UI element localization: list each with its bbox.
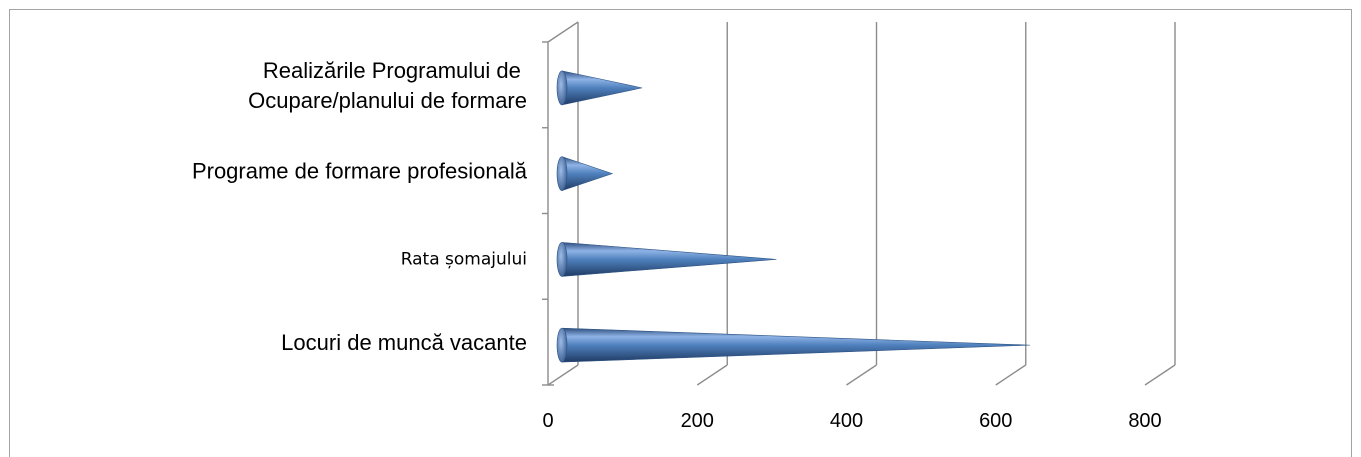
wall-edge: [547, 21, 579, 43]
floor-gridline: [547, 364, 579, 386]
category-label: Realizările Programului de Ocupare/planu…: [248, 58, 527, 113]
category-label: Rata șomajului: [401, 249, 527, 269]
cone-body: [561, 70, 643, 106]
cone-body: [561, 156, 614, 192]
cone-bar: [556, 70, 643, 106]
category-label: Programe de formare profesională: [192, 159, 528, 184]
cone-base: [556, 327, 568, 363]
category-label: Locuri de muncă vacante: [281, 330, 527, 355]
cone-bar: [556, 327, 1031, 363]
floor-gridline: [696, 364, 728, 386]
floor-gridline: [995, 364, 1027, 386]
labels-layer: 0 200 400 600 800 Locuri de muncă vacante Rata…: [192, 58, 1162, 432]
category-label-line: Rata șomajului: [401, 249, 527, 269]
chart-frame: [9, 9, 1352, 457]
cone-base: [556, 242, 568, 277]
x-tick-label: 0: [542, 410, 553, 432]
floor-gridline: [846, 364, 877, 386]
x-tick-label: 600: [979, 410, 1012, 432]
cone-bar: [556, 242, 777, 277]
category-label-line: Realizările Programului de: [263, 58, 527, 83]
x-tick-label: 400: [830, 410, 863, 432]
floor-gridline: [1144, 364, 1176, 386]
category-label-line: Programe de formare profesională: [192, 159, 528, 184]
x-tick-label: 200: [681, 410, 714, 432]
category-label-line: Locuri de muncă vacante: [281, 330, 527, 355]
category-label-line: Ocupare/planului de formare: [248, 88, 527, 113]
cone-base: [556, 156, 568, 191]
cone-body: [561, 327, 1031, 363]
cone-body: [561, 242, 777, 277]
cones-layer: [556, 70, 1031, 363]
x-tick-label: 800: [1128, 410, 1161, 432]
cone-base: [556, 70, 568, 106]
cone-bar: [556, 156, 614, 192]
